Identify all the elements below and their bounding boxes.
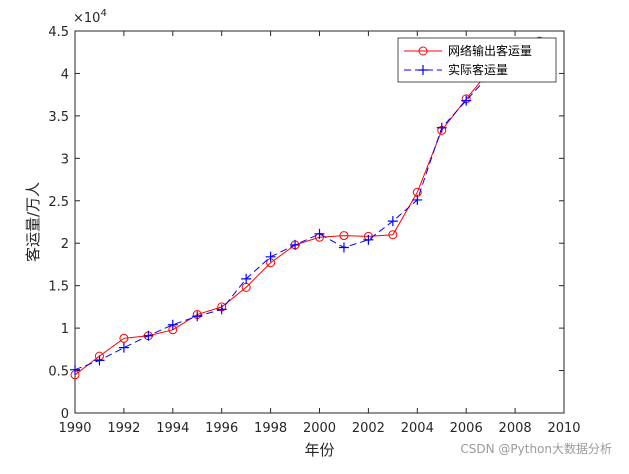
x-tick-label: 2008 [499, 421, 532, 436]
x-tick-label: 1994 [156, 421, 189, 436]
y-exponent-power: 4 [100, 8, 106, 19]
axes-box [75, 31, 564, 413]
x-tick-label: 2002 [352, 421, 385, 436]
x-tick-label: 1992 [107, 421, 140, 436]
y-tick-label: 0 [61, 407, 69, 422]
legend-label-1: 实际客运量 [448, 62, 508, 77]
y-tick-label: 2 [61, 237, 69, 252]
y-exponent-base: ×10 [73, 11, 100, 26]
x-tick-label: 2000 [303, 421, 336, 436]
legend-label-0: 网络输出客运量 [448, 43, 532, 58]
y-tick-label: 1 [61, 322, 69, 337]
x-tick-label: 2004 [401, 421, 434, 436]
y-tick-label: 3.5 [48, 110, 69, 125]
y-tick-label: 3 [61, 152, 69, 167]
y-tick-label: 1.5 [48, 280, 69, 295]
y-tick-label: 0.5 [48, 365, 69, 380]
y-axis-title: 客运量/万人 [24, 182, 42, 262]
x-tick-label: 1998 [254, 421, 287, 436]
x-tick-label: 2006 [450, 421, 483, 436]
chart-figure: 1990 1992 1994 1996 1998 2000 2002 2004 2006 2008… [0, 0, 629, 474]
y-tick-label: 2.5 [48, 195, 69, 210]
x-tick-label: 2010 [547, 421, 580, 436]
y-tick-label: 4 [61, 67, 69, 82]
x-axis-title: 年份 [304, 441, 334, 459]
y-tick-label: 4.5 [48, 25, 69, 40]
x-tick-label: 1990 [58, 421, 91, 436]
watermark-text: CSDN @Python大数据分析 [460, 441, 612, 456]
plot-area [75, 31, 564, 413]
x-tick-label: 1996 [205, 421, 238, 436]
